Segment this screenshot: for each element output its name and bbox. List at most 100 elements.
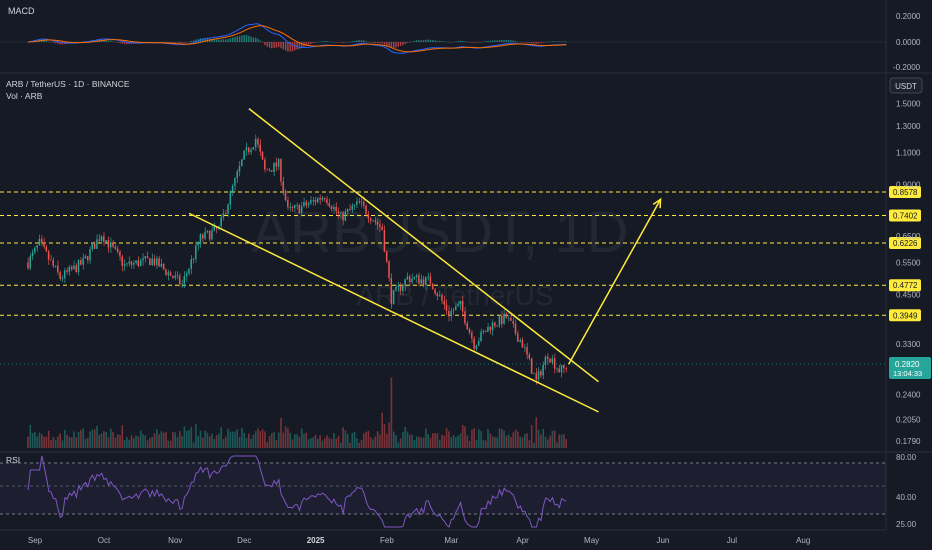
symbol-title[interactable]: ARB / TetherUS · 1D · BINANCE — [6, 79, 130, 89]
currency-button-label[interactable]: USDT — [895, 82, 917, 91]
projection-arrow[interactable] — [567, 198, 662, 365]
macd-label[interactable]: MACD — [8, 6, 35, 16]
candle-body — [192, 259, 195, 260]
volume-bar — [47, 430, 50, 448]
volume-bar — [372, 439, 374, 448]
volume-bar — [330, 438, 333, 448]
volume-bar — [466, 435, 469, 448]
horizontal-levels[interactable]: 0.8578 0.7402 0.6226 0.4772 0.3949 — [0, 186, 921, 322]
macd-histogram-bar — [485, 41, 487, 42]
candle-body — [374, 220, 376, 222]
volume-bar — [535, 417, 538, 448]
price-tick: 0.9000 — [896, 180, 921, 189]
candle-body — [264, 159, 266, 170]
price-axis[interactable]: 1.5000 1.3000 1.1000 0.9000 0.6500 0.5500 0.45… — [896, 99, 921, 446]
candle-body — [312, 200, 314, 201]
candle-body — [172, 275, 174, 278]
volume-bar — [314, 434, 317, 448]
candle-body — [261, 151, 264, 160]
candle-body — [300, 206, 303, 214]
volume-bar — [50, 440, 52, 448]
volume-bar — [349, 443, 351, 448]
candle-body — [73, 265, 75, 270]
candle-body — [98, 239, 100, 241]
volume-bar — [376, 431, 379, 448]
macd-histogram-bar — [284, 42, 287, 51]
candle-body — [408, 276, 411, 282]
candle-body — [213, 226, 215, 231]
volume-bar — [133, 438, 135, 448]
volume-bar — [220, 427, 222, 448]
candle-body — [298, 205, 301, 214]
candle-body — [381, 226, 383, 231]
wedge-lower-trendline[interactable] — [188, 212, 599, 413]
wedge-upper-trendline[interactable] — [248, 108, 599, 383]
candle-body — [199, 234, 202, 244]
volume-bar — [70, 437, 73, 448]
time-axis[interactable]: Sep Oct Nov Dec 2025 Feb Mar Apr May Jun Jul Aug — [28, 536, 810, 545]
volume-bar — [441, 434, 443, 448]
candle-body — [137, 260, 140, 267]
macd-histogram-bar — [360, 40, 363, 42]
trend-drawings[interactable] — [188, 108, 662, 413]
volume-bar — [528, 440, 531, 448]
macd-histogram-bar — [549, 41, 551, 43]
macd-histogram-bar — [462, 40, 464, 42]
candle-body — [556, 368, 558, 370]
macd-histogram-bar — [310, 42, 312, 44]
macd-histogram-bar — [119, 42, 121, 44]
macd-histogram-bar — [496, 40, 498, 42]
currency-button[interactable] — [889, 77, 923, 94]
macd-histogram-bar — [565, 41, 567, 42]
candle-body — [165, 269, 167, 275]
candle-body — [287, 200, 289, 208]
candle-body — [27, 262, 29, 269]
volume-bar — [312, 437, 314, 448]
candle-body — [503, 313, 505, 324]
volume-bar — [333, 433, 335, 448]
volume-bar — [245, 437, 248, 448]
candle-body — [383, 230, 386, 252]
candle-body — [445, 304, 448, 311]
volume-bar — [526, 433, 528, 448]
candle-body — [388, 261, 390, 278]
volume-bar — [130, 435, 133, 448]
volume-bar — [52, 436, 55, 448]
candle-body — [356, 201, 358, 205]
candle-body — [54, 265, 57, 267]
volume-bar — [342, 427, 344, 448]
macd-histogram-bar — [537, 42, 540, 44]
macd-histogram-bar — [250, 36, 252, 42]
candle-body — [100, 236, 103, 241]
rsi-label[interactable]: RSI — [6, 455, 20, 465]
rsi-tick: 25.00 — [896, 520, 917, 529]
candle-body — [431, 283, 434, 290]
volume-bar — [340, 442, 342, 448]
macd-histogram-bar — [126, 42, 128, 45]
candle-body — [119, 251, 121, 257]
macd-histogram-bar — [544, 42, 547, 43]
macd-histogram-bar — [54, 42, 57, 44]
candle-body — [130, 261, 133, 265]
volume-bar — [142, 434, 144, 448]
volume-bar — [498, 428, 501, 448]
volume-bar — [98, 434, 101, 448]
candle-body — [293, 205, 296, 208]
volume-bar — [388, 422, 390, 448]
macd-histogram-bar — [514, 41, 517, 42]
candle-body — [528, 354, 531, 359]
candle-body — [247, 147, 250, 153]
candle-body — [139, 260, 142, 267]
volume-bar — [231, 431, 234, 448]
candle-body — [533, 373, 535, 375]
candle-body — [66, 270, 68, 272]
current-price-value: 0.2820 — [895, 360, 920, 369]
candle-body — [254, 139, 257, 148]
volume-bar — [369, 437, 372, 448]
macd-histogram-bar — [413, 40, 416, 42]
volume-label[interactable]: Vol · ARB — [6, 91, 43, 101]
macd-histogram-bar — [291, 42, 294, 52]
candle-body — [411, 278, 413, 282]
volume-bar — [123, 440, 126, 448]
